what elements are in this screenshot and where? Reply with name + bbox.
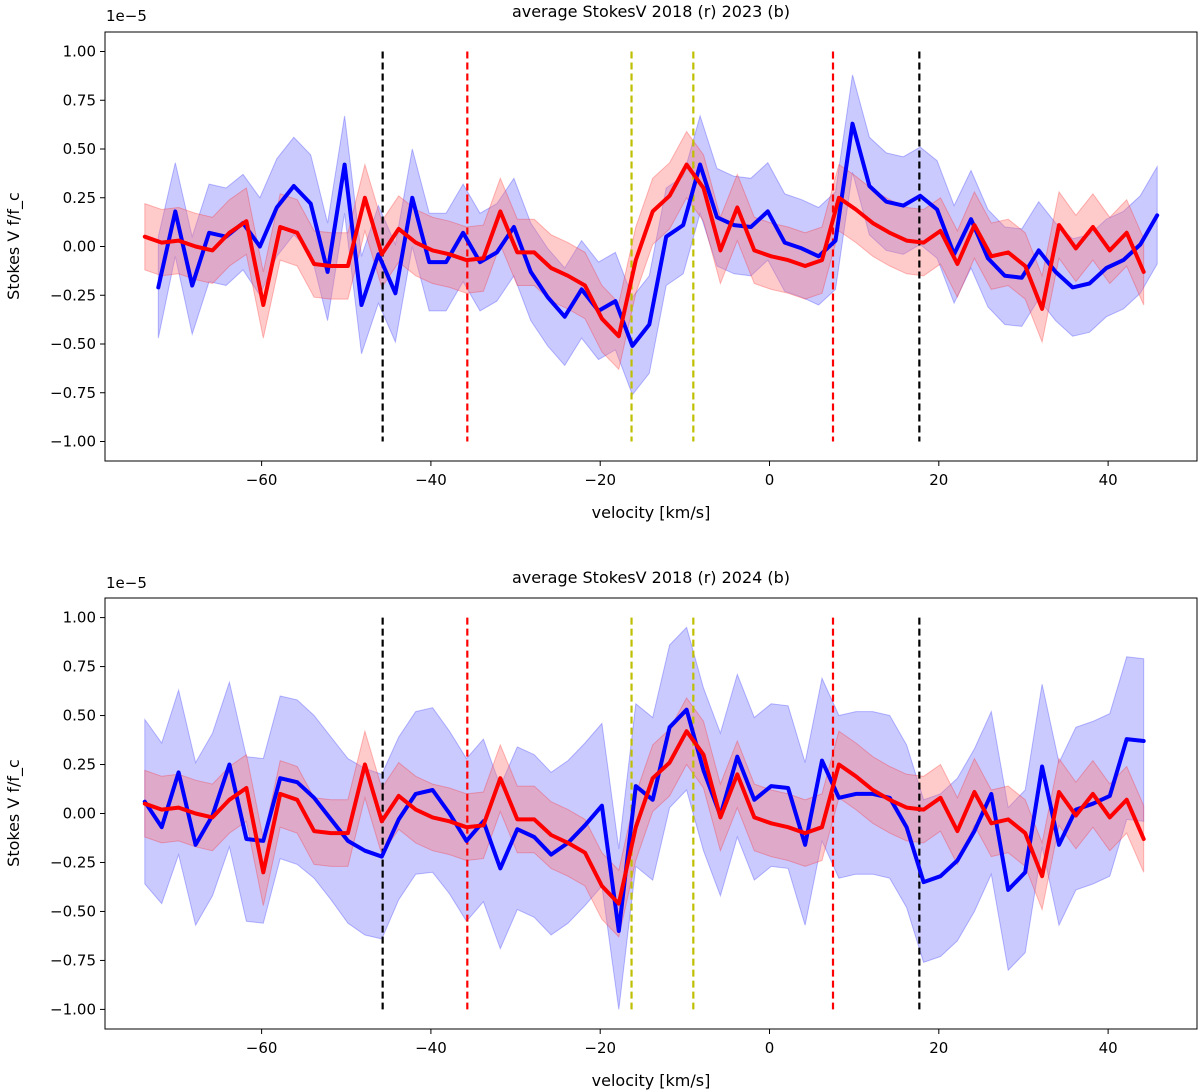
y-tick-label: −0.75	[50, 384, 96, 402]
x-tick-label: 20	[929, 471, 948, 489]
y-axis-title: Stokes V f/f_c	[4, 192, 24, 300]
x-tick-label: −40	[415, 471, 447, 489]
y-tick-label: −0.50	[50, 335, 96, 353]
plot-title: average StokesV 2018 (r) 2023 (b)	[512, 2, 790, 21]
x-tick-label: 40	[1099, 471, 1118, 489]
x-axis-title: velocity [km/s]	[592, 1071, 711, 1090]
y-tick-label: 0.00	[63, 238, 96, 256]
confidence-band-2018	[144, 130, 1145, 371]
y-tick-label: 0.50	[63, 140, 96, 158]
x-tick-label: 20	[929, 1039, 948, 1057]
y-tick-label: −0.50	[50, 902, 96, 920]
y-tick-label: 0.25	[63, 756, 96, 774]
y-tick-label: −1.00	[50, 1000, 96, 1018]
y-tick-label: 0.75	[63, 91, 96, 109]
plot-panel-2024: average StokesV 2018 (r) 2024 (b) 1e−5 S…	[4, 568, 1198, 1090]
x-tick-label: −60	[246, 471, 278, 489]
series-line-2024	[142, 707, 1146, 933]
y-tick-label: 0.25	[63, 189, 96, 207]
plot-panel-2023: average StokesV 2018 (r) 2023 (b) 1e−5 S…	[4, 2, 1198, 522]
x-tick-label: −20	[584, 471, 616, 489]
y-tick-label: 1.00	[63, 43, 96, 61]
y-offset-label: 1e−5	[106, 574, 147, 592]
series-line-2018	[142, 729, 1146, 906]
x-axis-title: velocity [km/s]	[592, 503, 711, 522]
y-tick-label: −0.25	[50, 853, 96, 871]
x-tick-label: 0	[765, 471, 775, 489]
y-tick-label: 0.00	[63, 805, 96, 823]
y-tick-label: −1.00	[50, 433, 96, 451]
x-tick-label: −40	[415, 1039, 447, 1057]
x-tick-label: 40	[1099, 1039, 1118, 1057]
x-tick-label: −60	[246, 1039, 278, 1057]
x-tick-label: −20	[584, 1039, 616, 1057]
y-axis-title: Stokes V f/f_c	[4, 759, 24, 867]
y-tick-label: −0.25	[50, 286, 96, 304]
plot-title: average StokesV 2018 (r) 2024 (b)	[512, 568, 790, 587]
y-offset-label: 1e−5	[106, 7, 147, 25]
y-tick-label: −0.75	[50, 951, 96, 969]
y-tick-label: 0.50	[63, 707, 96, 725]
confidence-band-2023	[157, 74, 1158, 396]
series-line-2018	[142, 162, 1146, 339]
y-tick-label: 1.00	[63, 609, 96, 627]
y-tick-label: 0.75	[63, 658, 96, 676]
x-tick-label: 0	[765, 1039, 775, 1057]
series-line-2023	[156, 121, 1160, 348]
